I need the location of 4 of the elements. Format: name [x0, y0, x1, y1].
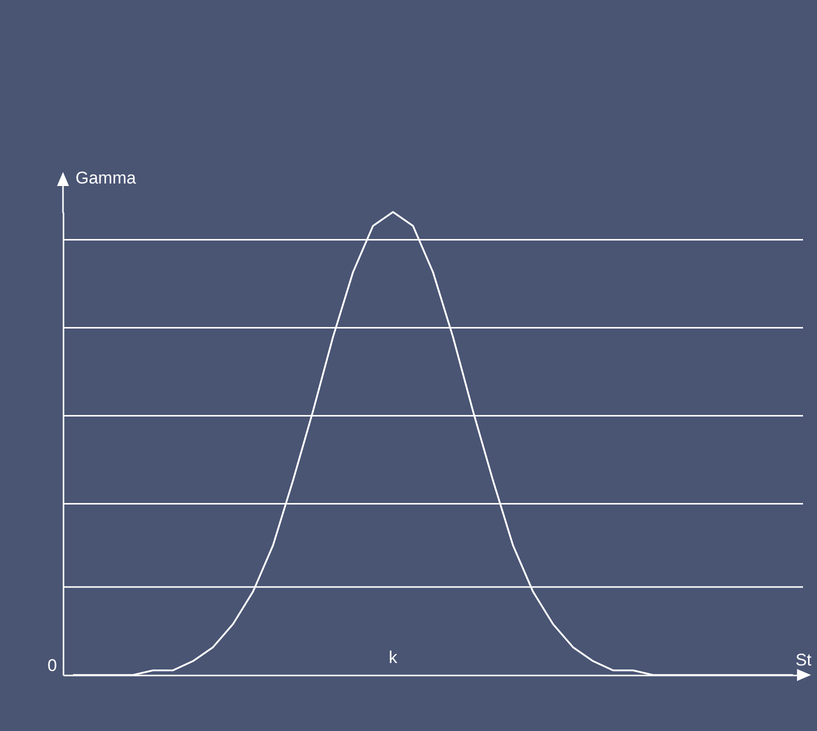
x-axis-title: St — [795, 650, 812, 670]
text: 0 — [48, 656, 57, 675]
y-axis-title: Gamma — [76, 168, 136, 188]
annotation: k — [388, 648, 398, 667]
